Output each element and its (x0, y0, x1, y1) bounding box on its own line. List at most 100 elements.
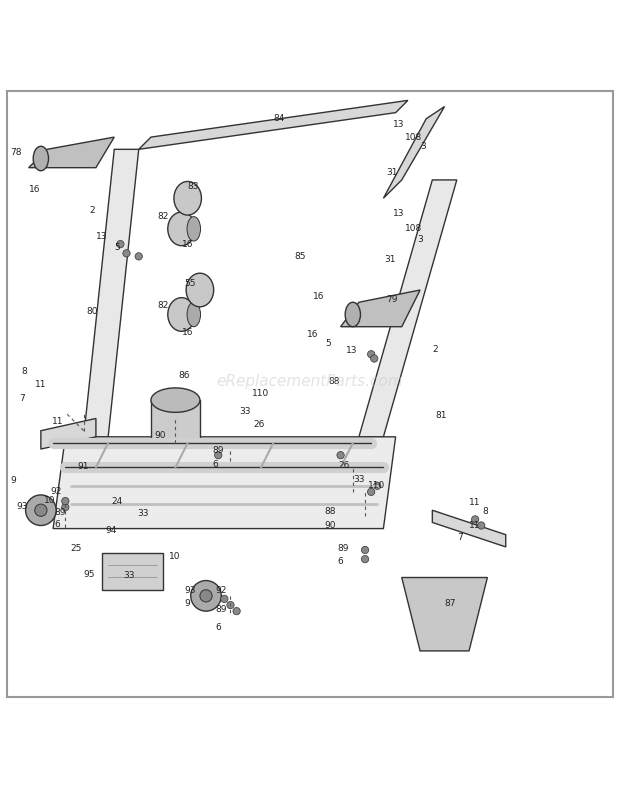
Text: 89: 89 (212, 446, 224, 455)
Text: 78: 78 (11, 148, 22, 157)
Text: 11: 11 (469, 521, 481, 530)
Text: 33: 33 (353, 475, 365, 484)
Text: 16: 16 (29, 184, 40, 194)
Circle shape (368, 351, 375, 358)
Text: 5: 5 (114, 243, 120, 251)
Text: 25: 25 (70, 544, 82, 552)
Circle shape (153, 439, 161, 447)
Text: 93: 93 (16, 502, 28, 511)
Text: 33: 33 (240, 407, 251, 415)
Ellipse shape (174, 181, 202, 215)
Text: 13: 13 (392, 209, 404, 218)
Text: 11: 11 (469, 498, 481, 507)
Circle shape (191, 581, 221, 611)
Circle shape (477, 522, 485, 530)
Circle shape (25, 495, 56, 526)
Polygon shape (359, 180, 457, 437)
Circle shape (374, 482, 381, 489)
Circle shape (135, 253, 143, 260)
Text: 90: 90 (154, 431, 166, 440)
Circle shape (337, 452, 344, 459)
Circle shape (200, 589, 212, 602)
Text: 6: 6 (337, 557, 343, 566)
Text: 93: 93 (185, 586, 196, 596)
Polygon shape (139, 100, 408, 150)
Polygon shape (340, 290, 420, 327)
Ellipse shape (186, 273, 214, 307)
Circle shape (35, 504, 47, 516)
Circle shape (61, 504, 69, 511)
Text: 84: 84 (273, 114, 285, 123)
Polygon shape (29, 137, 114, 168)
Polygon shape (432, 510, 506, 547)
Text: 85: 85 (294, 252, 306, 261)
Text: 2: 2 (432, 345, 438, 354)
Text: 90: 90 (325, 521, 336, 530)
Text: 89: 89 (337, 544, 349, 552)
Circle shape (123, 250, 130, 257)
Polygon shape (402, 578, 487, 651)
Circle shape (471, 515, 479, 523)
Text: 7: 7 (19, 394, 25, 403)
Text: 89: 89 (215, 605, 227, 614)
Circle shape (233, 608, 241, 615)
Ellipse shape (168, 298, 195, 331)
Text: 31: 31 (386, 168, 398, 177)
Text: 108: 108 (405, 225, 422, 233)
Text: 5: 5 (326, 340, 331, 348)
Text: 6: 6 (212, 460, 218, 469)
Text: 79: 79 (386, 295, 398, 303)
Text: 82: 82 (157, 212, 169, 221)
Ellipse shape (345, 303, 360, 327)
Text: 110: 110 (252, 389, 269, 399)
Text: 88: 88 (325, 507, 336, 516)
Ellipse shape (168, 212, 195, 246)
Text: 9: 9 (185, 600, 190, 608)
Polygon shape (41, 418, 96, 449)
Polygon shape (53, 437, 396, 529)
Text: 3: 3 (417, 236, 423, 244)
Text: 83: 83 (188, 181, 199, 191)
Circle shape (361, 546, 369, 554)
Text: 7: 7 (457, 533, 463, 542)
Circle shape (368, 489, 375, 496)
Text: 24: 24 (111, 496, 123, 506)
Text: 55: 55 (185, 280, 196, 288)
Text: 88: 88 (329, 377, 340, 386)
Text: 3: 3 (420, 142, 426, 151)
Text: 91: 91 (78, 462, 89, 470)
Polygon shape (102, 553, 163, 589)
Text: 8: 8 (21, 367, 27, 377)
Circle shape (371, 355, 378, 362)
Text: 10: 10 (44, 496, 55, 505)
Text: 13: 13 (96, 232, 107, 240)
Text: 33: 33 (123, 571, 135, 580)
Circle shape (227, 601, 234, 608)
Text: 16: 16 (307, 330, 319, 339)
Text: 26: 26 (338, 461, 350, 470)
Text: 11: 11 (52, 417, 63, 426)
Text: 92: 92 (50, 487, 61, 496)
Ellipse shape (187, 303, 200, 327)
Text: 16: 16 (313, 292, 324, 301)
Text: 2: 2 (90, 206, 95, 215)
Text: 6: 6 (55, 520, 60, 529)
Text: eReplacementParts.com: eReplacementParts.com (216, 374, 404, 389)
Text: 110: 110 (368, 481, 386, 490)
Text: 8: 8 (482, 507, 488, 516)
Text: 94: 94 (105, 526, 117, 535)
Polygon shape (151, 400, 200, 443)
Text: 9: 9 (11, 477, 16, 485)
Text: 89: 89 (55, 507, 66, 517)
Polygon shape (383, 106, 445, 199)
Ellipse shape (33, 147, 48, 171)
Text: 13: 13 (392, 121, 404, 129)
Circle shape (361, 556, 369, 563)
Circle shape (61, 497, 69, 504)
Text: 86: 86 (179, 371, 190, 380)
Text: 31: 31 (384, 255, 396, 264)
Text: 81: 81 (435, 411, 447, 420)
Ellipse shape (187, 217, 200, 241)
Ellipse shape (151, 388, 200, 412)
Circle shape (221, 595, 228, 603)
